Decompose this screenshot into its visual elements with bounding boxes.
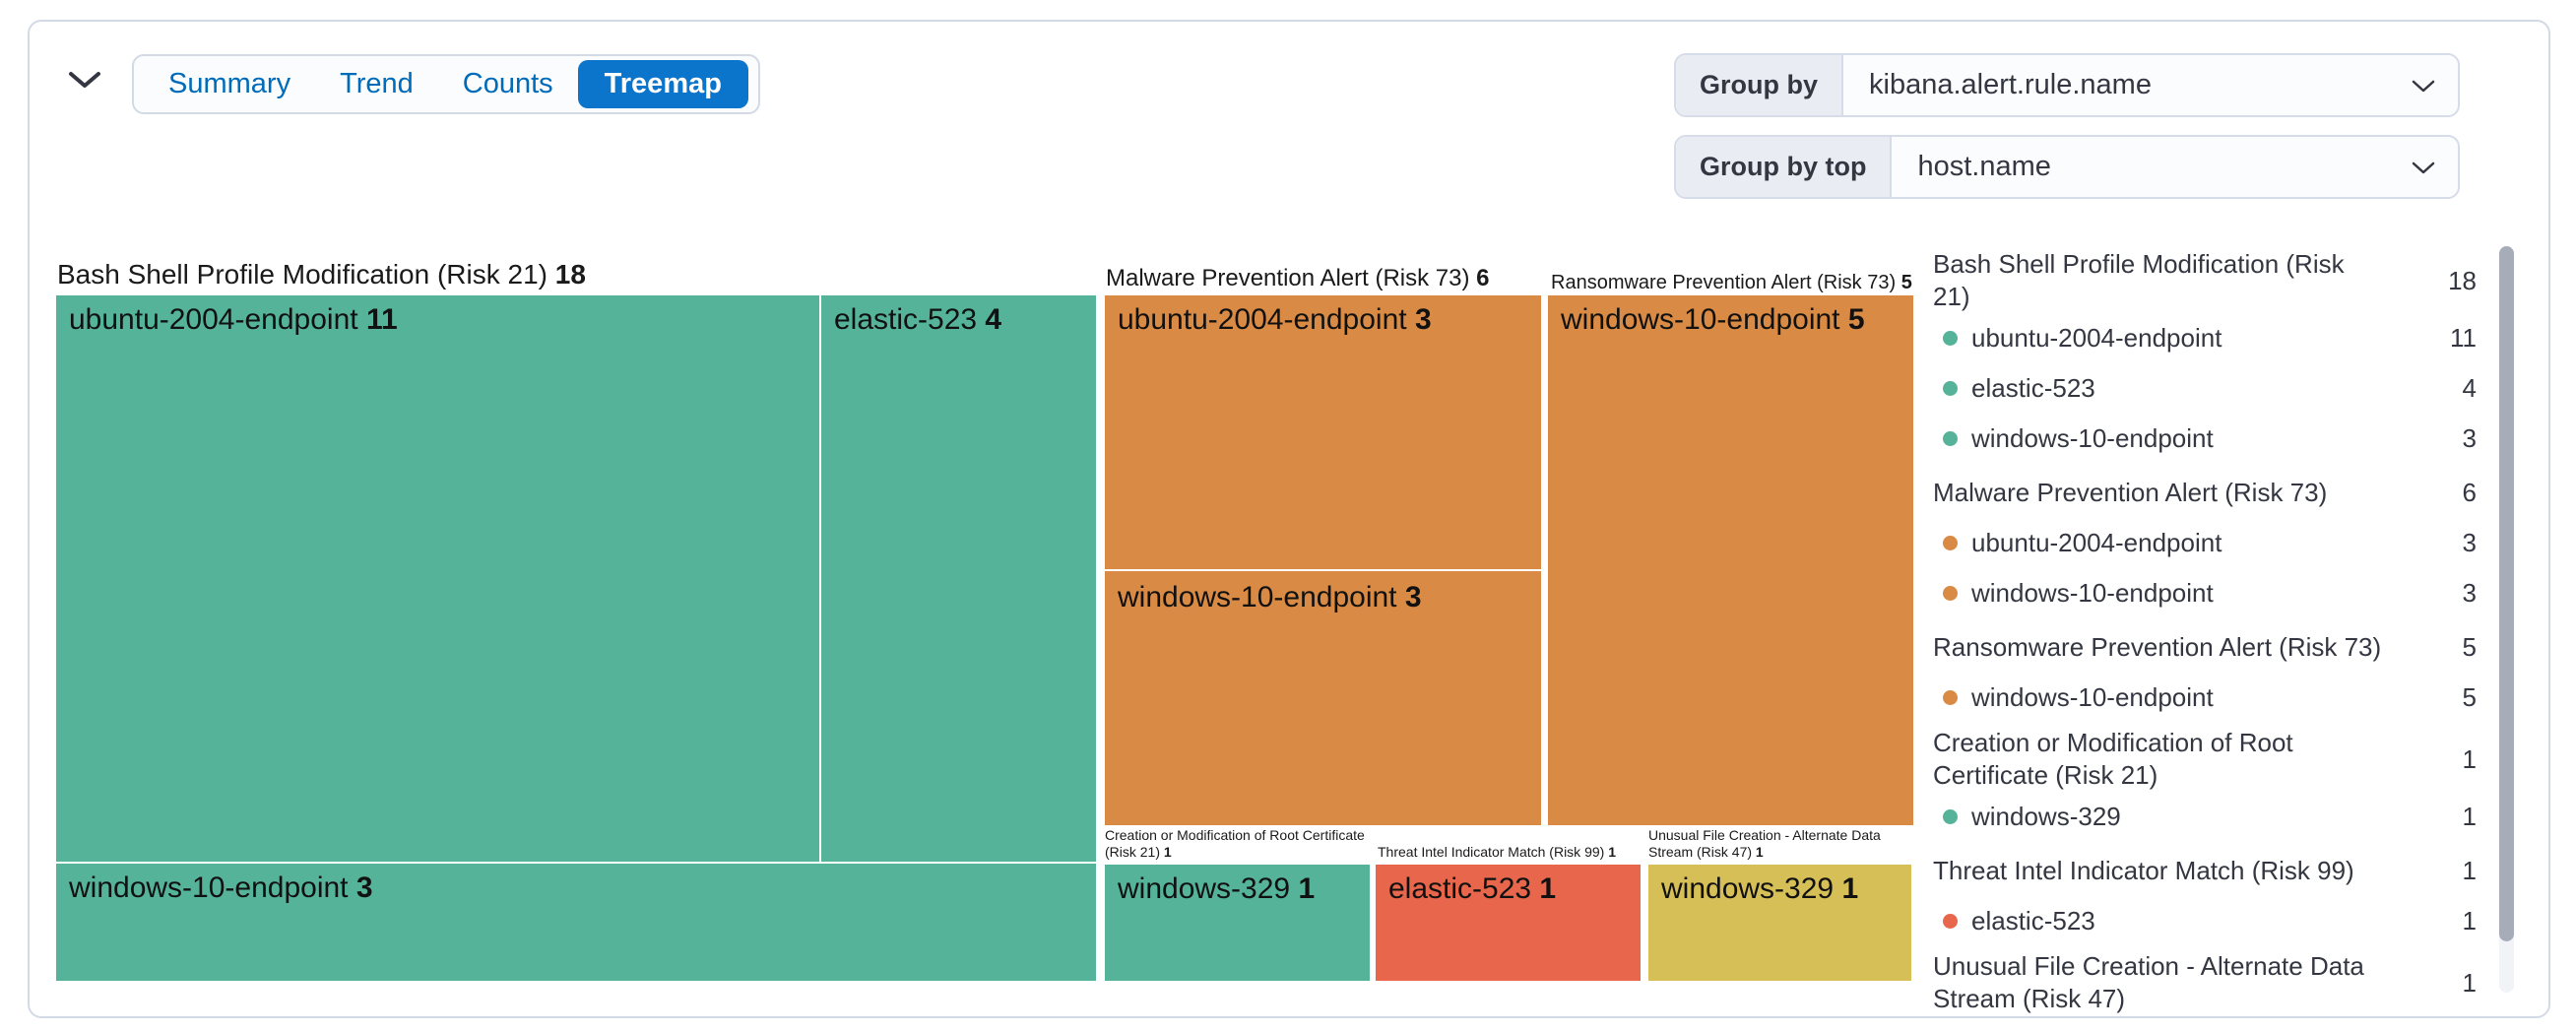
legend-count: 3 — [2462, 423, 2477, 453]
legend-label: Ransomware Prevention Alert (Risk 73) — [1933, 632, 2382, 662]
treemap-cell[interactable]: windows-329 1 — [1105, 865, 1370, 981]
treemap-legend: Bash Shell Profile Modification (Risk 21… — [1933, 248, 2477, 1015]
tab-summary[interactable]: Summary — [144, 60, 315, 108]
legend-color-dot-icon — [1943, 536, 1958, 550]
treemap-group-header: Threat Intel Indicator Match (Risk 99) 1 — [1378, 844, 1616, 860]
view-mode-button-group: Summary Trend Counts Treemap — [132, 54, 760, 114]
treemap-cell[interactable]: windows-10-endpoint 5 — [1548, 295, 1913, 825]
treemap-cell[interactable]: windows-329 1 — [1648, 865, 1911, 981]
tab-counts[interactable]: Counts — [438, 60, 578, 108]
group-by-select[interactable]: Group by kibana.alert.rule.name — [1674, 53, 2460, 117]
chevron-down-icon — [67, 69, 102, 91]
legend-count: 4 — [2462, 373, 2477, 403]
legend-count: 3 — [2462, 528, 2477, 557]
treemap-group-header: Ransomware Prevention Alert (Risk 73) 5 — [1551, 272, 1912, 293]
legend-row[interactable]: ubuntu-2004-endpoint 11 — [1933, 313, 2477, 363]
legend-row[interactable]: elastic-523 1 — [1933, 896, 2477, 946]
treemap-cell[interactable]: elastic-523 4 — [821, 295, 1096, 862]
group-by-top-select[interactable]: Group by top host.name — [1674, 135, 2460, 199]
legend-count: 18 — [2448, 265, 2477, 295]
legend-label: Creation or Modification of Root Certifi… — [1933, 728, 2293, 790]
legend-row[interactable]: Ransomware Prevention Alert (Risk 73) 5 — [1933, 622, 2477, 673]
legend-row[interactable]: windows-10-endpoint 3 — [1933, 414, 2477, 464]
legend-row[interactable]: elastic-523 4 — [1933, 363, 2477, 414]
legend-count: 1 — [2462, 967, 2477, 998]
legend-row[interactable]: Bash Shell Profile Modification (Risk 21… — [1933, 248, 2477, 313]
tab-trend[interactable]: Trend — [315, 60, 438, 108]
legend-count: 1 — [2462, 743, 2477, 774]
group-by-label: Group by — [1676, 55, 1843, 115]
legend-row[interactable]: ubuntu-2004-endpoint 3 — [1933, 518, 2477, 568]
tab-treemap[interactable]: Treemap — [577, 60, 748, 108]
legend-count: 6 — [2462, 478, 2477, 507]
legend-color-dot-icon — [1943, 431, 1958, 446]
chevron-down-icon — [2411, 137, 2458, 197]
collapse-section-button[interactable] — [59, 57, 110, 102]
treemap-cell[interactable]: ubuntu-2004-endpoint 11 — [56, 295, 819, 862]
legend-row[interactable]: Threat Intel Indicator Match (Risk 99) 1 — [1933, 846, 2477, 896]
legend-label: Unusual File Creation - Alternate Data S… — [1933, 951, 2364, 1013]
legend-scrollbar-thumb[interactable] — [2499, 246, 2514, 941]
group-by-value: kibana.alert.rule.name — [1869, 69, 2152, 100]
legend-count: 5 — [2462, 632, 2477, 662]
legend-label: windows-10-endpoint — [1971, 423, 2214, 453]
treemap-group-header: Unusual File Creation - Alternate Data S… — [1648, 827, 1881, 860]
treemap-group-header: Malware Prevention Alert (Risk 73) 6 — [1106, 265, 1490, 291]
legend-label: windows-10-endpoint — [1971, 682, 2214, 712]
legend-count: 11 — [2450, 323, 2477, 353]
treemap-cell[interactable]: windows-10-endpoint 3 — [1105, 571, 1541, 825]
legend-count: 1 — [2462, 802, 2477, 831]
treemap-cell[interactable]: ubuntu-2004-endpoint 3 — [1105, 295, 1541, 569]
legend-color-dot-icon — [1943, 690, 1958, 705]
legend-color-dot-icon — [1943, 914, 1958, 929]
legend-color-dot-icon — [1943, 586, 1958, 601]
legend-row[interactable]: windows-10-endpoint 5 — [1933, 673, 2477, 723]
legend-count: 3 — [2462, 578, 2477, 608]
legend-color-dot-icon — [1943, 381, 1958, 396]
treemap-group-header: Creation or Modification of Root Certifi… — [1105, 827, 1365, 860]
legend-row[interactable]: Unusual File Creation - Alternate Data S… — [1933, 950, 2477, 1015]
legend-label: windows-329 — [1971, 802, 2121, 831]
group-by-top-value: host.name — [1917, 151, 2051, 182]
legend-color-dot-icon — [1943, 809, 1958, 824]
legend-label: ubuntu-2004-endpoint — [1971, 323, 2222, 353]
legend-row[interactable]: windows-329 1 — [1933, 792, 2477, 842]
legend-row[interactable]: Creation or Modification of Root Certifi… — [1933, 727, 2477, 792]
treemap-group-header: Bash Shell Profile Modification (Risk 21… — [57, 259, 586, 290]
legend-color-dot-icon — [1943, 331, 1958, 346]
legend-label: Malware Prevention Alert (Risk 73) — [1933, 478, 2328, 507]
treemap-cell[interactable]: elastic-523 1 — [1376, 865, 1641, 981]
legend-label: Threat Intel Indicator Match (Risk 99) — [1933, 856, 2354, 885]
legend-row[interactable]: windows-10-endpoint 3 — [1933, 568, 2477, 618]
legend-count: 1 — [2462, 856, 2477, 885]
legend-label: windows-10-endpoint — [1971, 578, 2214, 608]
legend-row[interactable]: Malware Prevention Alert (Risk 73) 6 — [1933, 468, 2477, 518]
treemap-cell[interactable]: windows-10-endpoint 3 — [56, 864, 1096, 981]
legend-count: 5 — [2462, 682, 2477, 712]
legend-label: elastic-523 — [1971, 906, 2095, 935]
group-by-top-label: Group by top — [1676, 137, 1893, 197]
legend-label: Bash Shell Profile Modification (Risk 21… — [1933, 249, 2345, 311]
legend-count: 1 — [2462, 906, 2477, 935]
legend-label: ubuntu-2004-endpoint — [1971, 528, 2222, 557]
chevron-down-icon — [2411, 55, 2458, 115]
legend-label: elastic-523 — [1971, 373, 2095, 403]
